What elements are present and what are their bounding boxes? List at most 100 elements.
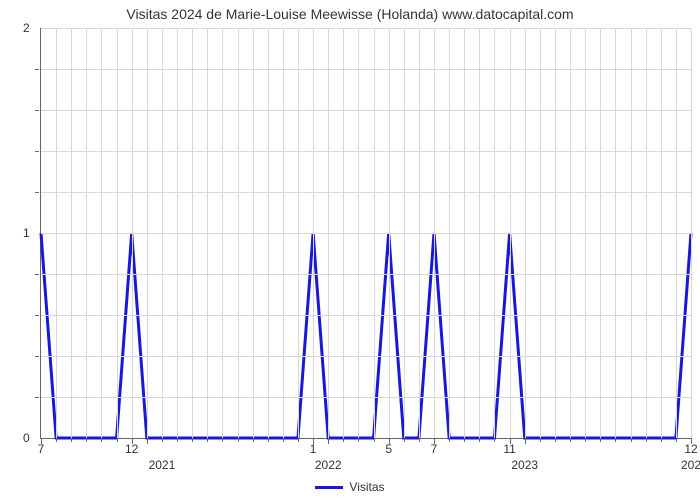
grid-line-v [510, 28, 511, 438]
grid-line-v [464, 28, 465, 438]
grid-line-v [71, 28, 72, 438]
x-minor-tick [419, 438, 420, 442]
grid-line-v [283, 28, 284, 438]
grid-line-v [147, 28, 148, 438]
grid-line-h [41, 69, 691, 70]
x-minor-tick [207, 438, 208, 442]
x-minor-tick [56, 438, 57, 442]
grid-line-v [117, 28, 118, 438]
legend: Visitas [0, 480, 700, 494]
x-minor-tick [631, 438, 632, 442]
x-year-label: 2023 [511, 458, 538, 472]
grid-line-v [358, 28, 359, 438]
x-minor-tick [615, 438, 616, 442]
grid-line-v [691, 28, 692, 438]
grid-line-v [449, 28, 450, 438]
grid-line-v [585, 28, 586, 438]
x-year-label: 202 [681, 458, 700, 472]
x-minor-tick [555, 438, 556, 442]
x-tick-label: 7 [431, 442, 438, 456]
legend-swatch [315, 486, 343, 489]
x-minor-tick [253, 438, 254, 442]
y-minor-tick [35, 151, 39, 152]
x-major-tick [328, 438, 329, 444]
grid-line-h [41, 356, 691, 357]
grid-line-v [676, 28, 677, 438]
grid-line-v [253, 28, 254, 438]
grid-line-h [41, 110, 691, 111]
x-minor-tick [585, 438, 586, 442]
grid-line-v [646, 28, 647, 438]
x-minor-tick [600, 438, 601, 442]
y-minor-tick [35, 356, 39, 357]
grid-line-v [56, 28, 57, 438]
x-minor-tick [177, 438, 178, 442]
chart-title: Visitas 2024 de Marie-Louise Meewisse (H… [0, 6, 700, 22]
x-major-tick [147, 438, 148, 444]
grid-line-v [615, 28, 616, 438]
grid-line-v [313, 28, 314, 438]
grid-line-v [389, 28, 390, 438]
grid-line-v [631, 28, 632, 438]
x-year-label: 2021 [149, 458, 176, 472]
grid-line-v [540, 28, 541, 438]
grid-line-v [162, 28, 163, 438]
y-minor-tick [35, 192, 39, 193]
y-minor-tick [35, 274, 39, 275]
x-minor-tick [101, 438, 102, 442]
grid-line-v [222, 28, 223, 438]
grid-line-h [41, 315, 691, 316]
grid-line-v [555, 28, 556, 438]
x-minor-tick [374, 438, 375, 442]
x-tick-label: 5 [385, 442, 392, 456]
grid-line-h [41, 28, 691, 29]
x-minor-tick [540, 438, 541, 442]
grid-line-v [328, 28, 329, 438]
y-tick-label: 1 [23, 226, 30, 240]
grid-line-v [192, 28, 193, 438]
grid-line-v [494, 28, 495, 438]
grid-line-h [41, 151, 691, 152]
grid-line-v [101, 28, 102, 438]
legend-label: Visitas [349, 480, 384, 494]
x-minor-tick [646, 438, 647, 442]
x-minor-tick [449, 438, 450, 442]
grid-line-v [132, 28, 133, 438]
x-minor-tick [117, 438, 118, 442]
x-tick-label: 7 [38, 442, 45, 456]
grid-line-v [434, 28, 435, 438]
x-minor-tick [268, 438, 269, 442]
grid-line-v [374, 28, 375, 438]
x-minor-tick [676, 438, 677, 442]
grid-line-v [207, 28, 208, 438]
y-minor-tick [35, 397, 39, 398]
x-minor-tick [283, 438, 284, 442]
x-minor-tick [661, 438, 662, 442]
grid-line-v [525, 28, 526, 438]
x-minor-tick [222, 438, 223, 442]
grid-line-v [238, 28, 239, 438]
x-minor-tick [494, 438, 495, 442]
x-minor-tick [479, 438, 480, 442]
grid-line-v [600, 28, 601, 438]
x-minor-tick [192, 438, 193, 442]
grid-line-h [41, 192, 691, 193]
x-minor-tick [162, 438, 163, 442]
x-minor-tick [298, 438, 299, 442]
grid-line-h [41, 274, 691, 275]
grid-line-v [298, 28, 299, 438]
x-minor-tick [238, 438, 239, 442]
grid-line-v [661, 28, 662, 438]
x-minor-tick [404, 438, 405, 442]
x-tick-label: 11 [503, 442, 515, 456]
x-year-label: 2022 [315, 458, 342, 472]
grid-line-v [86, 28, 87, 438]
grid-line-v [177, 28, 178, 438]
grid-line-v [404, 28, 405, 438]
chart-container: Visitas 2024 de Marie-Louise Meewisse (H… [0, 0, 700, 500]
y-tick-label: 0 [23, 431, 30, 445]
grid-line-h [41, 397, 691, 398]
y-minor-tick [35, 69, 39, 70]
grid-line-h [41, 233, 691, 234]
y-minor-tick [35, 110, 39, 111]
